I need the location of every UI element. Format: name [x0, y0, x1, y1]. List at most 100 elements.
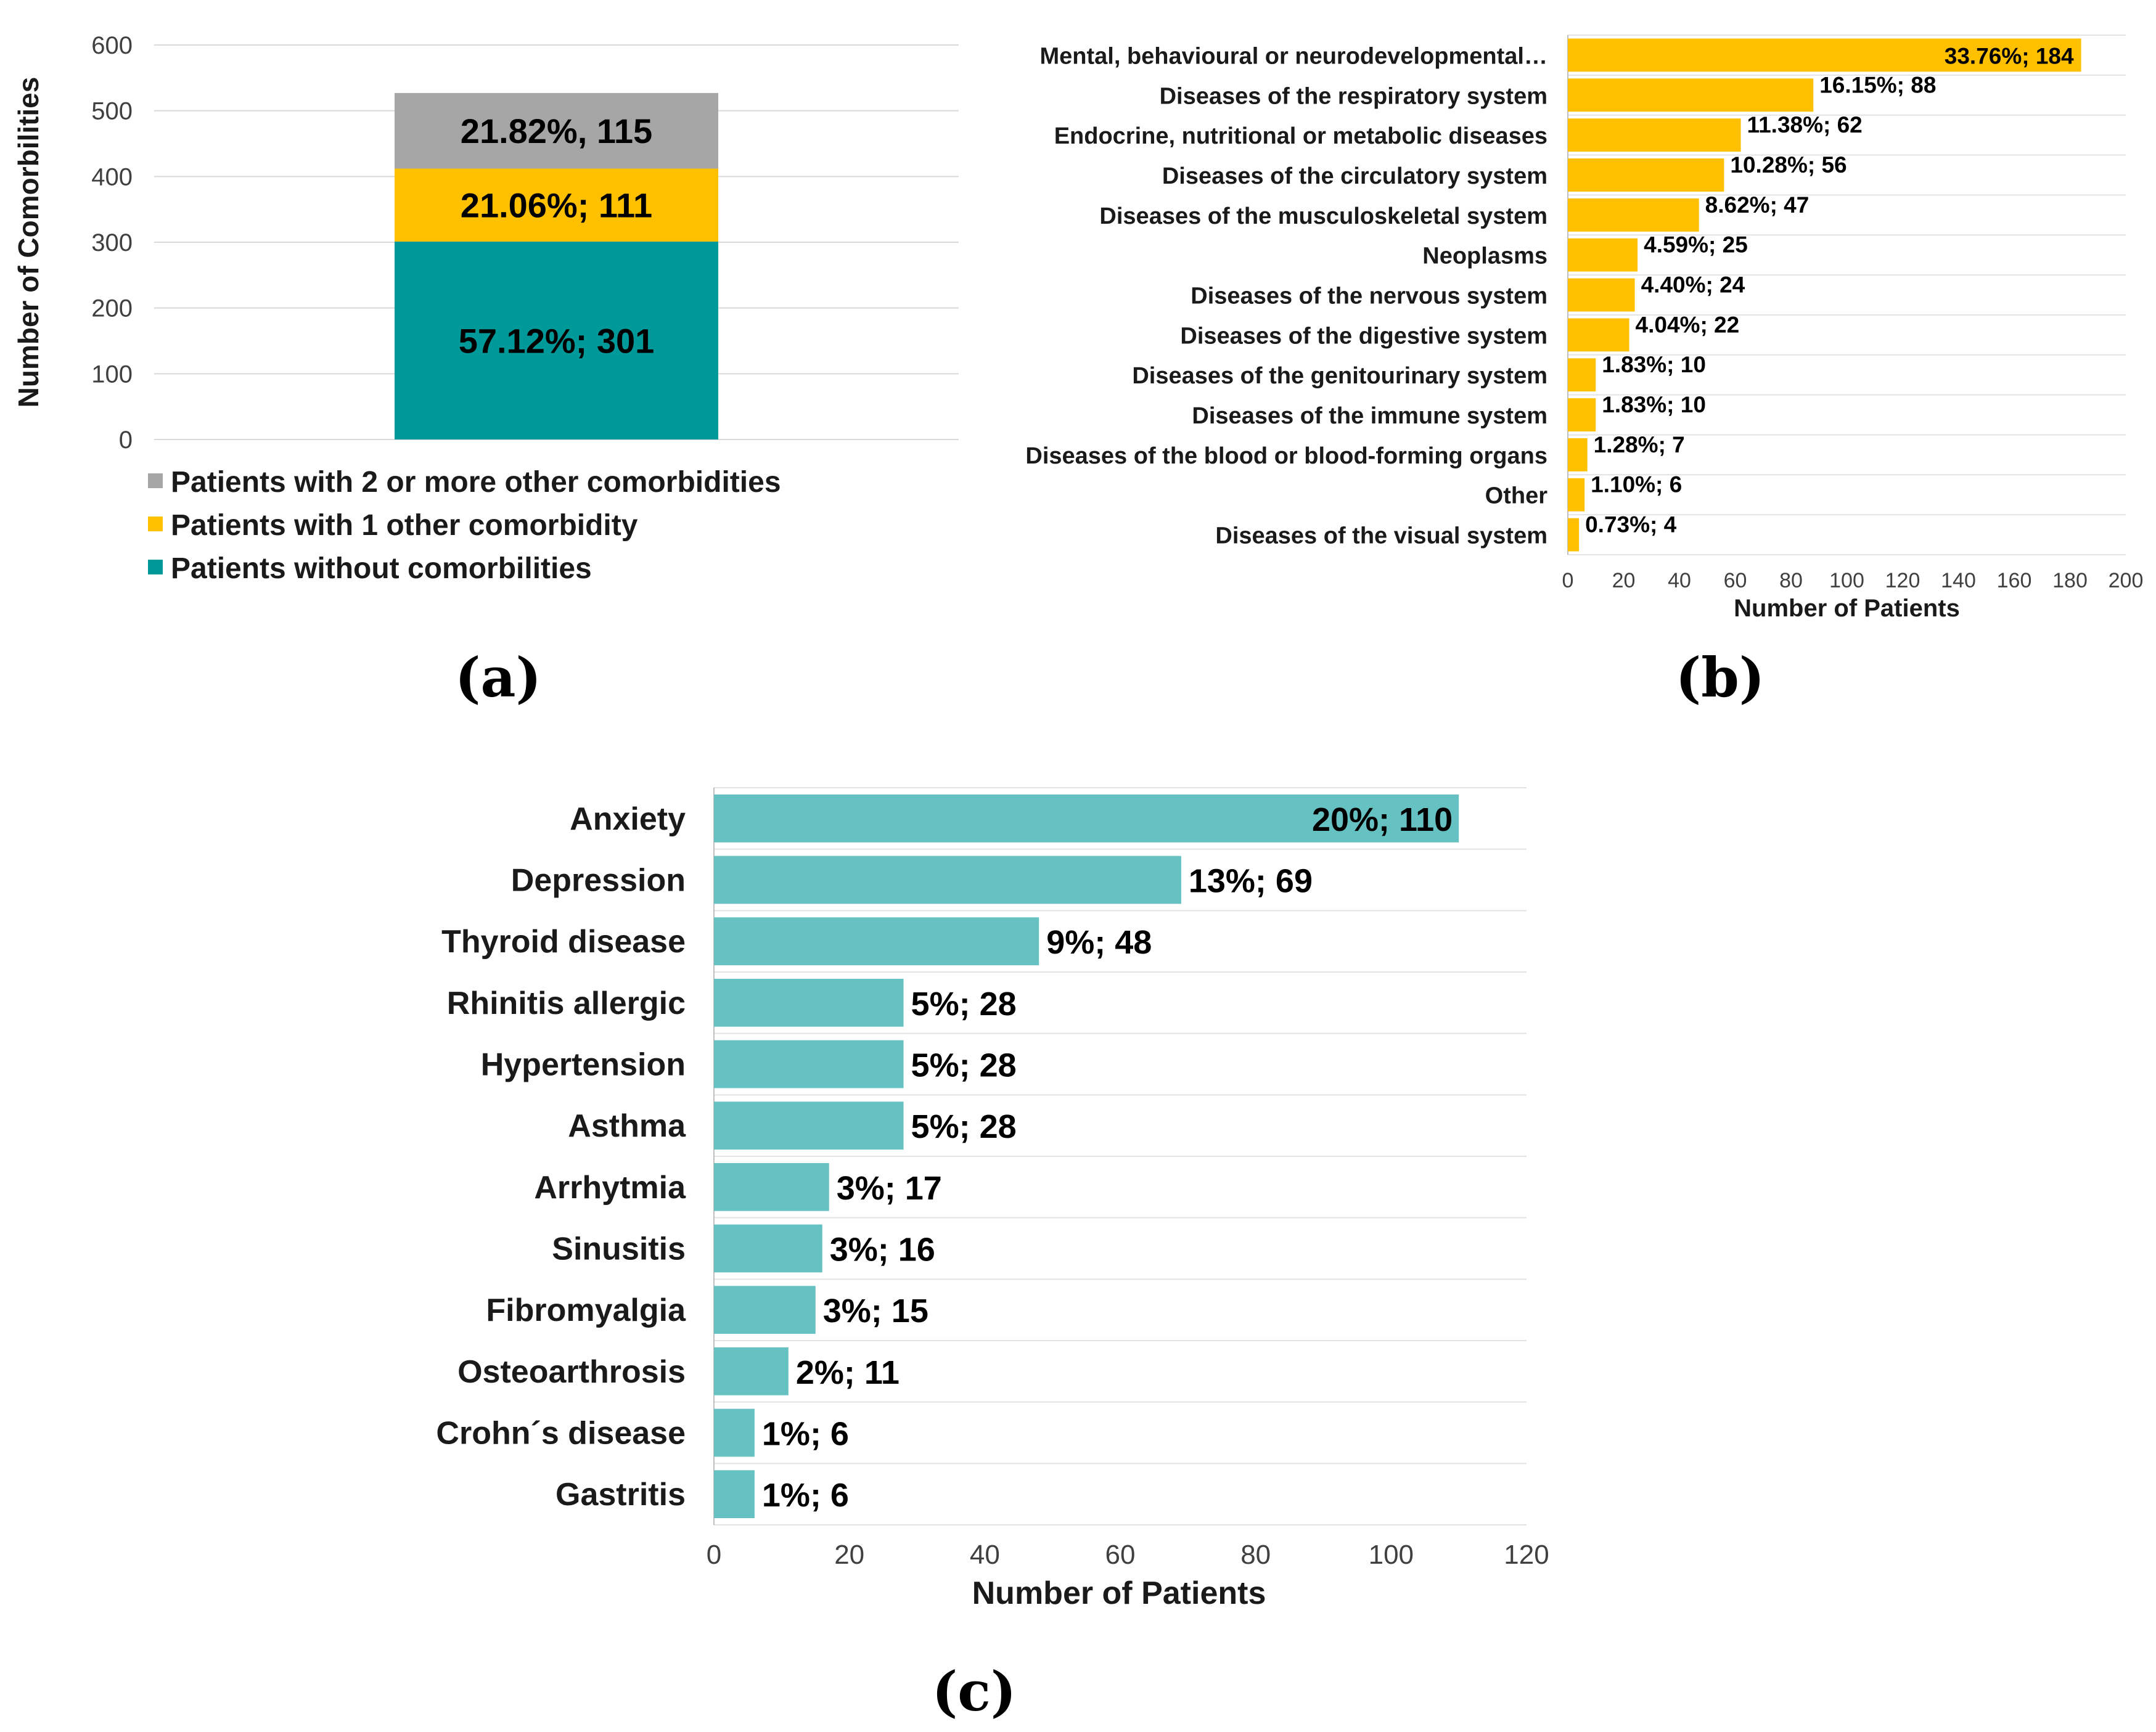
x-tick-label-b: 140	[1941, 569, 1976, 592]
data-label-c: 2%; 11	[796, 1354, 900, 1391]
chart-a: 0 100 200 300 400 500 600 57.12%; 301 21.06%; 11…	[12, 32, 959, 585]
bar-c	[714, 1470, 755, 1519]
data-label-c: 9%; 48	[1046, 924, 1152, 961]
data-label-a: 21.82%, 115	[461, 112, 652, 150]
bar-b	[1568, 238, 1638, 272]
bar-b	[1568, 158, 1724, 192]
x-tick-label-b: 160	[1997, 569, 2032, 592]
stacked-bar-segment	[395, 241, 718, 439]
category-label-b: Diseases of the circulatory system	[1162, 163, 1547, 189]
x-tick-label-c: 40	[970, 1540, 1000, 1570]
category-label-c: Arrhytmia	[534, 1170, 686, 1206]
bar-b	[1568, 478, 1585, 512]
category-label-c: Osteoarthrosis	[457, 1354, 686, 1390]
y-tick-label-a: 300	[91, 229, 133, 256]
legend-swatch	[148, 517, 163, 531]
data-label-b: 10.28%; 56	[1730, 152, 1847, 178]
data-label-b: 1.83%; 10	[1602, 352, 1706, 377]
bar-c	[714, 1040, 904, 1089]
x-tick-label-c: 60	[1105, 1540, 1136, 1570]
data-label-b: 16.15%; 88	[1819, 72, 1936, 97]
data-label-b: 1.83%; 10	[1602, 392, 1706, 417]
data-label-b: 4.04%; 22	[1636, 312, 1740, 337]
x-tick-label-c: 120	[1504, 1540, 1549, 1570]
category-label-c: Hypertension	[481, 1047, 686, 1083]
y-tick-label-a: 400	[91, 163, 133, 190]
x-axis-title-c: Number of Patients	[972, 1575, 1266, 1611]
data-label-c: 5%; 28	[911, 1108, 1017, 1145]
y-tick-label-a: 600	[91, 32, 133, 59]
category-label-c: Thyroid disease	[441, 924, 686, 960]
data-label-b: 1.10%; 6	[1591, 472, 1682, 497]
stacked-bar-segment	[395, 92, 718, 169]
bar-c	[714, 1347, 789, 1395]
x-tick-label-b: 200	[2109, 569, 2144, 592]
bar-c	[714, 1101, 904, 1150]
x-tick-label-b: 100	[1829, 569, 1864, 592]
bar-b	[1568, 78, 1814, 112]
category-label-b: Endocrine, nutritional or metabolic dise…	[1054, 123, 1547, 149]
bar-b	[1568, 318, 1629, 352]
legend-entry: Patients with 1 other comorbidity	[171, 509, 638, 542]
data-label-c: 13%; 69	[1189, 863, 1313, 900]
y-tick-label-a: 0	[119, 427, 133, 454]
category-label-c: Gastritis	[555, 1477, 686, 1513]
category-label-b: Diseases of the immune system	[1192, 403, 1547, 429]
chart-c: Anxiety 20%; 110 Depression 13%; 69 Thyroid …	[436, 787, 1549, 1611]
y-tick-label-a: 500	[91, 98, 133, 125]
bar-c	[714, 1286, 816, 1334]
x-tick-label-c: 100	[1369, 1540, 1414, 1570]
bar-b	[1568, 358, 1596, 392]
category-label-b: Diseases of the respiratory system	[1160, 83, 1547, 109]
bar-b	[1568, 38, 2081, 72]
legend-swatch	[148, 560, 163, 574]
chart-b: Mental, behavioural or neurodevelopmenta…	[1025, 35, 2143, 622]
category-label-c: Anxiety	[570, 801, 686, 837]
data-label-c: 3%; 16	[830, 1232, 935, 1268]
bar-c	[714, 794, 1459, 843]
data-label-c: 5%; 28	[911, 1047, 1017, 1084]
data-label-b: 8.62%; 47	[1705, 192, 1810, 218]
category-label-c: Depression	[511, 863, 686, 899]
data-label-a: 57.12%; 301	[459, 321, 655, 360]
category-label-c: Asthma	[568, 1108, 686, 1144]
data-label-b: 1.28%; 7	[1594, 432, 1685, 457]
x-tick-label-b: 0	[1562, 569, 1574, 592]
y-tick-label-a: 200	[91, 295, 133, 322]
bar-b	[1568, 398, 1596, 431]
category-label-b: Diseases of the nervous system	[1191, 284, 1547, 309]
y-tick-label-a: 100	[91, 361, 133, 388]
x-tick-label-b: 180	[2052, 569, 2088, 592]
bar-b	[1568, 118, 1741, 152]
data-label-a: 21.06%; 111	[461, 186, 652, 225]
bar-c	[714, 978, 904, 1027]
category-label-b: Diseases of the blood or blood-forming o…	[1025, 443, 1547, 469]
x-tick-label-b: 120	[1885, 569, 1920, 592]
category-label-c: Rhinitis allergic	[447, 986, 686, 1021]
data-label-b: 0.73%; 4	[1585, 512, 1677, 537]
bar-b	[1568, 438, 1588, 472]
x-tick-label-c: 0	[707, 1540, 721, 1570]
data-label-b: 4.40%; 24	[1641, 272, 1745, 298]
data-label-c: 3%; 15	[823, 1293, 928, 1330]
category-label-b: Other	[1485, 483, 1548, 509]
bar-b	[1568, 518, 1580, 552]
category-label-b: Neoplasms	[1422, 243, 1547, 269]
x-axis-title-b: Number of Patients	[1734, 595, 1960, 622]
x-tick-label-b: 20	[1612, 569, 1636, 592]
data-label-c: 3%; 17	[837, 1170, 942, 1207]
legend-swatch	[148, 473, 163, 488]
data-label-c: 1%; 6	[762, 1416, 849, 1453]
bar-b	[1568, 198, 1699, 232]
bar-c	[714, 1408, 755, 1457]
category-label-b: Diseases of the visual system	[1215, 523, 1547, 549]
stacked-bar-segment	[395, 168, 718, 242]
panel-label-c: (c)	[932, 1659, 1017, 1723]
category-label-b: Diseases of the genitourinary system	[1132, 363, 1547, 389]
panel-label-b: (b)	[1676, 645, 1765, 709]
legend-entry: Patients without comorbilities	[171, 552, 592, 585]
y-axis-title-a: Number of Comorbilities	[12, 77, 44, 408]
category-label-b: Mental, behavioural or neurodevelopmenta…	[1040, 43, 1548, 69]
bar-c	[714, 1162, 829, 1211]
bar-c	[714, 856, 1181, 904]
